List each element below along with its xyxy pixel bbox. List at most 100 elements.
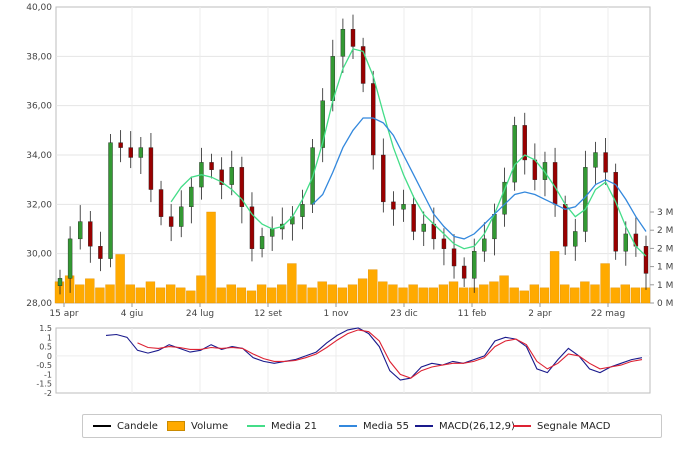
volume-bar (347, 284, 358, 304)
candle-body (138, 147, 144, 158)
volume-bar (560, 284, 570, 304)
legend-swatch-volume (167, 421, 185, 431)
candle-body (209, 162, 214, 170)
volume-bar (378, 281, 388, 304)
volume-bar (216, 287, 226, 304)
candle-body (249, 206, 255, 249)
legend-item-signal: Segnale MACD (513, 419, 610, 433)
y-tick-label: 30,00 (26, 250, 52, 260)
candle-body (421, 223, 426, 232)
candle-body (340, 29, 346, 57)
candle-body (512, 125, 517, 183)
volume-bar (549, 251, 560, 304)
legend-label-candele: Candele (117, 420, 158, 432)
candle-body (189, 186, 194, 207)
legend-label-media21: Media 21 (271, 420, 317, 432)
legend-label-volume: Volume (191, 420, 229, 432)
volume-bar (418, 287, 428, 304)
macd-y-tick-label: -1 (44, 370, 52, 379)
candle-body (542, 162, 548, 180)
volume-bar (236, 287, 247, 304)
volume-bar (307, 287, 317, 304)
macd-y-tick-label: -0.5 (36, 361, 52, 370)
volume-bar (206, 211, 216, 304)
legend-item-candele: Candele (93, 419, 158, 433)
volume-bar (226, 284, 236, 304)
y-tick-label: 40,00 (26, 3, 52, 13)
macd-plot-frame (55, 327, 651, 394)
y-tick-label: 32,00 (26, 200, 52, 210)
candle-body (411, 204, 416, 232)
volume-bar (388, 284, 398, 304)
volume-bar (529, 284, 540, 304)
macd-signal-line (137, 329, 643, 379)
volume-bar (75, 284, 85, 304)
volume-tick-label: 2 M (657, 244, 673, 254)
candle-body (128, 147, 133, 158)
ma21-line (170, 48, 647, 257)
volume-bar (327, 284, 337, 304)
x-tick-label: 4 giu (121, 309, 144, 319)
legend-item-macd: MACD(26,12,9) (415, 419, 515, 433)
volume-bar (408, 284, 418, 304)
candle-body (179, 206, 184, 227)
x-tick-label: 1 nov (323, 309, 349, 319)
volume-bar (428, 287, 438, 304)
volume-bar (165, 284, 176, 304)
volume-bar (155, 287, 166, 304)
candle-body (623, 233, 628, 252)
candle-body (229, 167, 234, 185)
volume-bar (196, 275, 206, 304)
volume-bar (509, 287, 519, 304)
candle-body (593, 152, 598, 168)
volume-bar (145, 281, 156, 304)
candle-body (502, 181, 507, 215)
volume-bar (580, 281, 590, 304)
volume-bar (135, 287, 145, 304)
volume-bar (287, 263, 297, 304)
candle-body (643, 246, 649, 274)
volume-bar (479, 284, 489, 304)
volume-bar (620, 284, 630, 304)
macd-y-tick-label: 1 (47, 333, 52, 342)
macd-y-tick-label: 0.5 (39, 343, 52, 352)
candle-body (381, 154, 386, 203)
volume-bar (519, 290, 529, 304)
macd-y-tick-label: 0 (47, 352, 52, 361)
candle-body (441, 238, 447, 249)
ma55-line (312, 117, 647, 240)
candle-body (148, 147, 154, 190)
legend-item-media21: Media 21 (247, 419, 317, 433)
legend-label-signal: Segnale MACD (537, 420, 611, 432)
y-tick-label: 28,00 (26, 299, 52, 309)
candle-body (67, 238, 73, 279)
candle-body (482, 238, 487, 252)
volume-bar (458, 287, 469, 304)
volume-bar (246, 290, 257, 304)
candle-body (401, 204, 406, 210)
legend: Candele Volume Media 21 Media 55 MACD(26… (82, 414, 662, 438)
volume-bar (438, 284, 449, 304)
candle-body (269, 228, 275, 237)
candle-body (88, 221, 93, 247)
legend-item-media55: Media 55 (339, 419, 409, 433)
candle-body (300, 204, 305, 217)
candle-body (583, 167, 588, 232)
volume-bar (448, 281, 459, 304)
volume-tick-label: 0 M (657, 299, 673, 309)
volume-bar (337, 287, 348, 304)
volume-bar (570, 287, 580, 304)
volume-bar (539, 287, 550, 304)
volume-bar (115, 254, 125, 304)
volume-bar (186, 290, 196, 304)
volume-tick-label: 3 M (657, 208, 673, 218)
volume-bar (64, 275, 75, 304)
volume-bar (398, 287, 408, 304)
candle-body (522, 125, 527, 161)
volume-bar (640, 287, 651, 304)
candle-body (330, 56, 335, 101)
y-tick-label: 36,00 (26, 102, 52, 112)
legend-item-volume: Volume (167, 419, 228, 433)
